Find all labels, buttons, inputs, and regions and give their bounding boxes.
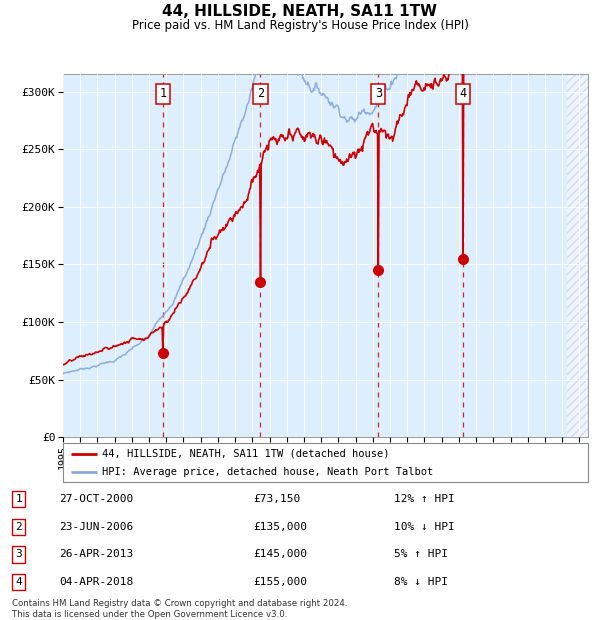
Text: 27-OCT-2000: 27-OCT-2000: [59, 494, 133, 504]
Text: 26-APR-2013: 26-APR-2013: [59, 549, 133, 559]
Text: 12% ↑ HPI: 12% ↑ HPI: [394, 494, 455, 504]
Text: 44, HILLSIDE, NEATH, SA11 1TW: 44, HILLSIDE, NEATH, SA11 1TW: [163, 4, 437, 19]
Text: Price paid vs. HM Land Registry's House Price Index (HPI): Price paid vs. HM Land Registry's House …: [131, 19, 469, 32]
Text: 2: 2: [257, 87, 264, 100]
Text: 2: 2: [16, 522, 22, 532]
Text: £135,000: £135,000: [253, 522, 307, 532]
Text: 1: 1: [160, 87, 167, 100]
Text: 4: 4: [16, 577, 22, 587]
Text: £73,150: £73,150: [253, 494, 300, 504]
Text: 44, HILLSIDE, NEATH, SA11 1TW (detached house): 44, HILLSIDE, NEATH, SA11 1TW (detached …: [103, 449, 390, 459]
Text: 3: 3: [375, 87, 382, 100]
Text: £155,000: £155,000: [253, 577, 307, 587]
Text: 8% ↓ HPI: 8% ↓ HPI: [394, 577, 448, 587]
Text: HPI: Average price, detached house, Neath Port Talbot: HPI: Average price, detached house, Neat…: [103, 467, 434, 477]
Bar: [568, 74, 588, 437]
Text: 23-JUN-2006: 23-JUN-2006: [59, 522, 133, 532]
Text: £145,000: £145,000: [253, 549, 307, 559]
Text: 04-APR-2018: 04-APR-2018: [59, 577, 133, 587]
Text: 1: 1: [16, 494, 22, 504]
Text: 3: 3: [16, 549, 22, 559]
Text: Contains HM Land Registry data © Crown copyright and database right 2024.
This d: Contains HM Land Registry data © Crown c…: [12, 600, 347, 619]
Text: 5% ↑ HPI: 5% ↑ HPI: [394, 549, 448, 559]
Text: 10% ↓ HPI: 10% ↓ HPI: [394, 522, 455, 532]
Text: 4: 4: [460, 87, 467, 100]
